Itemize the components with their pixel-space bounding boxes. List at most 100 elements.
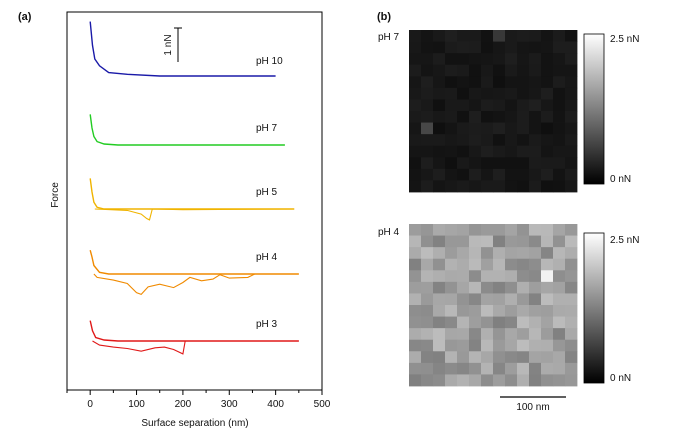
map-pixel xyxy=(445,111,458,123)
map-pixel xyxy=(493,64,506,77)
map-pixel xyxy=(529,122,542,135)
map-pixel xyxy=(529,145,542,158)
map-pixel xyxy=(493,76,506,89)
map-pixel xyxy=(493,145,506,158)
map-pixel xyxy=(505,351,518,364)
map-pixel xyxy=(493,53,506,66)
map-pixel xyxy=(433,87,446,100)
map-pixel xyxy=(481,87,494,100)
map-pixel xyxy=(445,374,458,387)
map-pixel xyxy=(433,99,446,112)
map-pixel xyxy=(541,145,554,158)
map-pixel xyxy=(409,87,422,100)
map-pixel xyxy=(469,180,482,193)
map-pixel xyxy=(445,351,458,364)
map-pixel xyxy=(445,41,458,54)
map-pixel xyxy=(529,64,542,77)
colorbar-ph7-min: 0 nN xyxy=(610,174,631,185)
map-pixel xyxy=(445,145,458,158)
map-pixel xyxy=(481,99,494,112)
map-pixel xyxy=(481,76,494,89)
map-pixel xyxy=(481,134,494,147)
map-pixel xyxy=(541,53,554,66)
map-pixel xyxy=(445,87,458,100)
map-pixel xyxy=(469,281,482,294)
map-pixel xyxy=(529,111,542,123)
map-pixel xyxy=(565,134,578,147)
map-pixel xyxy=(481,41,494,54)
map-pixel xyxy=(493,122,506,135)
map-pixel xyxy=(529,270,542,283)
map-pixel xyxy=(481,293,494,306)
map-pixel xyxy=(469,316,482,329)
map-pixel xyxy=(469,270,482,283)
map-pixel xyxy=(553,64,566,77)
x-tick-label-200: 200 xyxy=(175,399,192,410)
map-pixel xyxy=(517,157,530,170)
map-pixel xyxy=(433,328,446,341)
map-pixel xyxy=(409,258,422,271)
map-pixel xyxy=(565,374,578,387)
map-pixel xyxy=(505,53,518,66)
map-pixel xyxy=(505,99,518,112)
map-pixel xyxy=(541,316,554,329)
map-pixel xyxy=(481,157,494,170)
force-curves xyxy=(89,21,299,355)
map-pixel xyxy=(529,41,542,54)
map-pixel xyxy=(469,134,482,147)
map-pixel xyxy=(421,224,434,236)
map-pixel xyxy=(469,351,482,364)
map-pixel xyxy=(517,180,530,193)
map-pixel xyxy=(421,362,434,375)
colorbar-ph4 xyxy=(583,232,605,384)
map-pixel xyxy=(517,145,530,158)
map-pixel xyxy=(553,374,566,387)
map-pixel xyxy=(493,99,506,112)
map-pixel xyxy=(517,374,530,387)
curve-label-ph7: pH 7 xyxy=(256,123,278,134)
map-pixel xyxy=(553,339,566,352)
map-pixel xyxy=(457,30,470,42)
map-pixel xyxy=(505,134,518,147)
map-pixel xyxy=(481,281,494,294)
map-pixel xyxy=(421,374,434,387)
map-pixel xyxy=(505,224,518,236)
map-pixel xyxy=(469,293,482,306)
map-pixel xyxy=(457,134,470,147)
map-pixel xyxy=(565,53,578,66)
map-pixel xyxy=(409,53,422,66)
map-pixel xyxy=(445,258,458,271)
map-pixel xyxy=(445,180,458,193)
map-pixel xyxy=(421,30,434,42)
map-pixel xyxy=(517,99,530,112)
map-pixel xyxy=(553,134,566,147)
map-pixel xyxy=(541,247,554,260)
map-pixel xyxy=(469,328,482,341)
map-pixel xyxy=(553,87,566,100)
map-pixel xyxy=(553,157,566,170)
map-pixel xyxy=(517,293,530,306)
map-pixel xyxy=(409,224,422,236)
map-pixel xyxy=(469,339,482,352)
map-pixel xyxy=(541,99,554,112)
map-pixel xyxy=(517,111,530,123)
map-pixel xyxy=(469,30,482,42)
map-pixel xyxy=(469,362,482,375)
map-pixel xyxy=(433,111,446,123)
map-pixel xyxy=(481,351,494,364)
colorbar-ph4-max: 2.5 nN xyxy=(610,235,639,246)
map-pixel xyxy=(517,270,530,283)
map-pixel xyxy=(493,87,506,100)
map-pixel xyxy=(457,339,470,352)
map-pixel xyxy=(457,270,470,283)
y-axis-label: Force xyxy=(50,182,61,208)
map-pixel xyxy=(565,180,578,193)
map-pixel xyxy=(457,281,470,294)
colorbar-ph7 xyxy=(583,33,605,185)
map-pixel xyxy=(565,293,578,306)
map-pixel xyxy=(481,328,494,341)
map-pixel xyxy=(541,235,554,248)
map-pixel xyxy=(409,76,422,89)
map-pixel xyxy=(553,351,566,364)
map-pixel xyxy=(469,99,482,112)
